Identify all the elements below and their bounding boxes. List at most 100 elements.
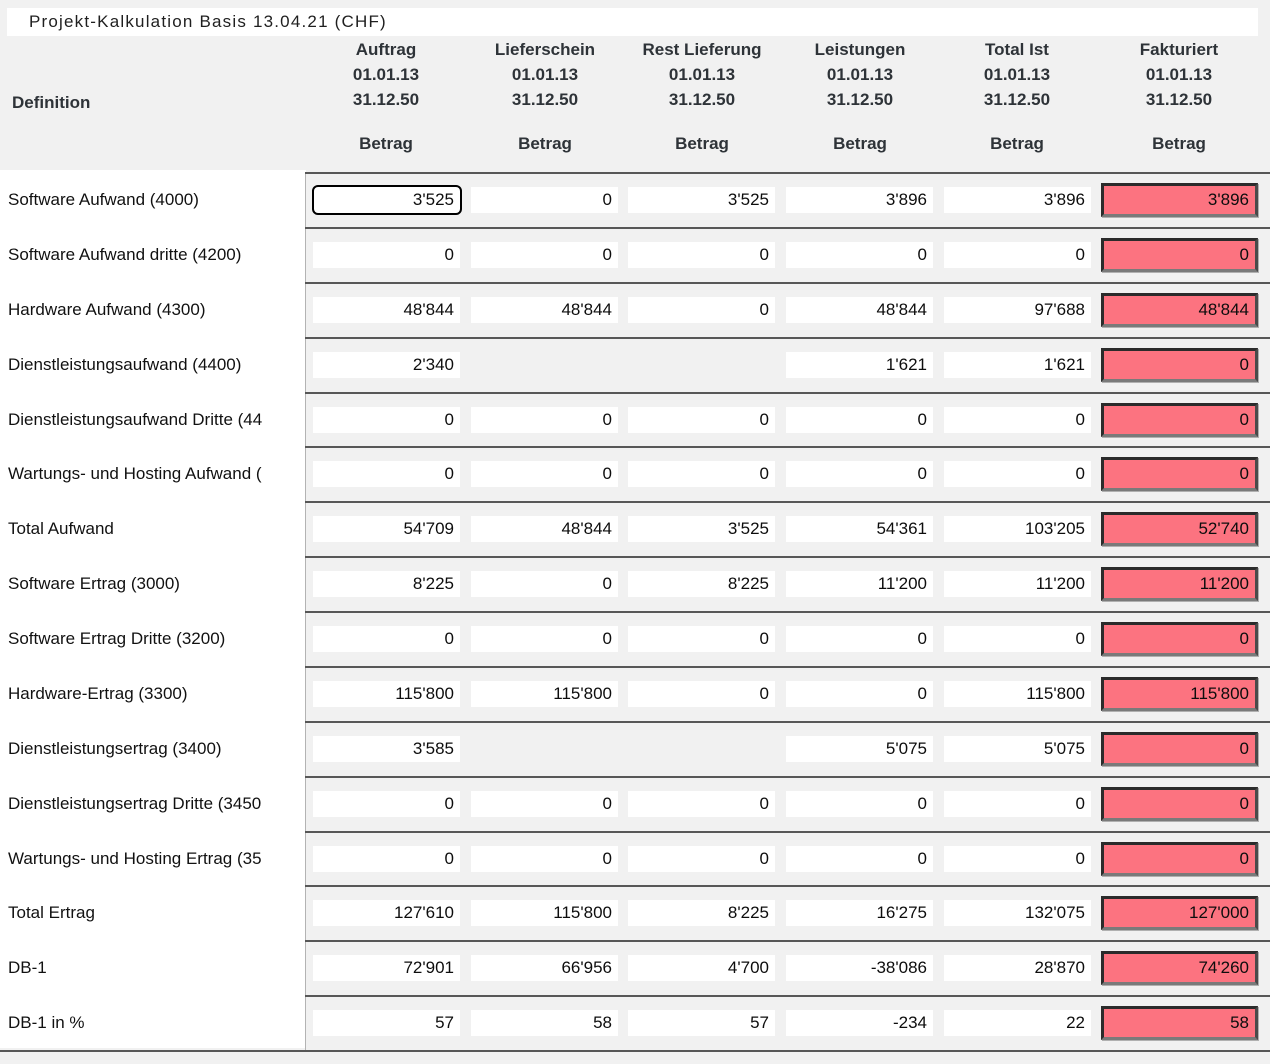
amount-cell-total-ist[interactable]: 28'870 [944,955,1091,981]
amount-cell-auftrag[interactable]: 0 [313,461,460,487]
amount-cell-total-ist[interactable]: 103'205 [944,516,1091,542]
amount-cell-fakturiert-highlighted[interactable]: 52'740 [1101,512,1258,546]
amount-cell-auftrag[interactable]: 0 [313,407,460,433]
amount-cell-rest-lieferung[interactable]: 0 [628,846,775,872]
amount-cell-leistungen[interactable]: 54'361 [786,516,933,542]
amount-cell-lieferschein[interactable]: 115'800 [471,900,618,926]
amount-cell-lieferschein[interactable]: 66'956 [471,955,618,981]
amount-cell-leistungen[interactable]: 0 [786,461,933,487]
amount-cell-leistungen[interactable]: 48'844 [786,297,933,323]
amount-cell-fakturiert-highlighted[interactable]: 0 [1101,787,1258,821]
amount-cell-total-ist[interactable]: 3'896 [944,187,1091,213]
amount-cell-auftrag[interactable]: 0 [313,846,460,872]
amount-cell-leistungen[interactable]: 1'621 [786,352,933,378]
amount-cell-lieferschein[interactable]: 0 [471,407,618,433]
amount-cell-leistungen[interactable]: 0 [786,626,933,652]
amount-cell-rest-lieferung[interactable]: 0 [628,297,775,323]
column-title: Leistungen [814,40,906,59]
amount-cell-fakturiert-highlighted[interactable]: 58 [1101,1006,1258,1040]
amount-cell-leistungen[interactable]: 11'200 [786,571,933,597]
amount-cell-auftrag[interactable]: 127'610 [313,900,460,926]
amount-cell-fakturiert-highlighted[interactable]: 0 [1101,842,1258,876]
amount-cell-rest-lieferung[interactable]: 0 [628,242,775,268]
amount-cell-auftrag[interactable]: 115'800 [313,681,460,707]
definition-column-header: Definition [12,93,91,112]
amount-cell-rest-lieferung[interactable]: 57 [628,1010,775,1036]
period-from: 01.01.13 [826,65,894,84]
amount-cell-rest-lieferung[interactable]: 0 [628,681,775,707]
amount-cell-lieferschein[interactable]: 0 [471,242,618,268]
amount-cell-total-ist[interactable]: 0 [944,846,1091,872]
focused-amount-cell-auftrag[interactable]: 3'525 [312,185,462,215]
amount-cell-rest-lieferung[interactable]: 3'525 [628,187,775,213]
amount-cell-rest-lieferung[interactable]: 0 [628,626,775,652]
amount-cell-total-ist[interactable]: 0 [944,242,1091,268]
amount-cell-leistungen[interactable]: 3'896 [786,187,933,213]
amount-cell-total-ist[interactable]: 132'075 [944,900,1091,926]
amount-cell-leistungen[interactable]: 0 [786,242,933,268]
amount-cell-lieferschein[interactable]: 48'844 [471,297,618,323]
amount-cell-lieferschein[interactable]: 115'800 [471,681,618,707]
amount-cell-lieferschein[interactable]: 48'844 [471,516,618,542]
amount-cell-leistungen[interactable]: 0 [786,791,933,817]
amount-cell-lieferschein[interactable]: 0 [471,571,618,597]
amount-cell-auftrag[interactable]: 8'225 [313,571,460,597]
column-title: Fakturiert [1139,40,1219,59]
amount-cell-fakturiert-highlighted[interactable]: 115'800 [1101,677,1258,711]
amount-cell-lieferschein[interactable]: 58 [471,1010,618,1036]
amount-cell-rest-lieferung[interactable]: 4'700 [628,955,775,981]
amount-cell-rest-lieferung[interactable]: 0 [628,461,775,487]
amount-cell-auftrag[interactable]: 0 [313,626,460,652]
amount-cell-lieferschein[interactable]: 0 [471,187,618,213]
amount-cell-rest-lieferung[interactable]: 0 [628,791,775,817]
amount-cell-rest-lieferung[interactable]: 3'525 [628,516,775,542]
amount-cell-auftrag[interactable]: 3'585 [313,736,460,762]
amount-cell-total-ist[interactable]: 0 [944,626,1091,652]
amount-cell-leistungen[interactable]: 16'275 [786,900,933,926]
amount-cell-leistungen[interactable]: -38'086 [786,955,933,981]
amount-cell-rest-lieferung[interactable]: 8'225 [628,571,775,597]
amount-cell-total-ist[interactable]: 0 [944,407,1091,433]
amount-cell-auftrag[interactable]: 0 [313,242,460,268]
amount-cell-lieferschein[interactable]: 0 [471,791,618,817]
amount-cell-fakturiert-highlighted[interactable]: 0 [1101,457,1258,491]
amount-cell-auftrag[interactable]: 0 [313,791,460,817]
amount-cell-total-ist[interactable]: 22 [944,1010,1091,1036]
amount-cell-leistungen[interactable]: 0 [786,846,933,872]
amount-cell-lieferschein[interactable]: 0 [471,846,618,872]
amount-cell-fakturiert-highlighted[interactable]: 0 [1101,622,1258,656]
amount-cell-auftrag[interactable]: 54'709 [313,516,460,542]
column-title: Auftrag [355,40,417,59]
amount-cell-fakturiert-highlighted[interactable]: 11'200 [1101,567,1258,601]
amount-cell-rest-lieferung[interactable]: 8'225 [628,900,775,926]
amount-cell-total-ist[interactable]: 115'800 [944,681,1091,707]
amount-cell-total-ist[interactable]: 11'200 [944,571,1091,597]
amount-cell-leistungen[interactable]: 5'075 [786,736,933,762]
row-label: DB-1 in % [8,1013,85,1032]
amount-cell-total-ist[interactable]: 97'688 [944,297,1091,323]
amount-cell-auftrag[interactable]: 48'844 [313,297,460,323]
amount-cell-total-ist[interactable]: 1'621 [944,352,1091,378]
amount-cell-fakturiert-highlighted[interactable]: 0 [1101,732,1258,766]
row-label: Software Aufwand dritte (4200) [8,245,242,264]
amount-cell-total-ist[interactable]: 0 [944,791,1091,817]
amount-cell-fakturiert-highlighted[interactable]: 0 [1101,403,1258,437]
amount-cell-auftrag[interactable]: 2'340 [313,352,460,378]
amount-cell-leistungen[interactable]: -234 [786,1010,933,1036]
amount-cell-lieferschein[interactable]: 0 [471,626,618,652]
amount-cell-rest-lieferung[interactable]: 0 [628,407,775,433]
amount-cell-leistungen[interactable]: 0 [786,681,933,707]
amount-cell-total-ist[interactable]: 5'075 [944,736,1091,762]
amount-cell-fakturiert-highlighted[interactable]: 127'000 [1101,896,1258,930]
amount-cell-lieferschein[interactable]: 0 [471,461,618,487]
row-label: Software Ertrag (3000) [8,574,180,593]
amount-cell-leistungen[interactable]: 0 [786,407,933,433]
amount-cell-fakturiert-highlighted[interactable]: 48'844 [1101,293,1258,327]
amount-cell-auftrag[interactable]: 57 [313,1010,460,1036]
amount-cell-fakturiert-highlighted[interactable]: 0 [1101,238,1258,272]
amount-cell-auftrag[interactable]: 72'901 [313,955,460,981]
amount-cell-fakturiert-highlighted[interactable]: 74'260 [1101,951,1258,985]
amount-cell-total-ist[interactable]: 0 [944,461,1091,487]
amount-cell-fakturiert-highlighted[interactable]: 3'896 [1101,183,1258,217]
amount-cell-fakturiert-highlighted[interactable]: 0 [1101,348,1258,382]
